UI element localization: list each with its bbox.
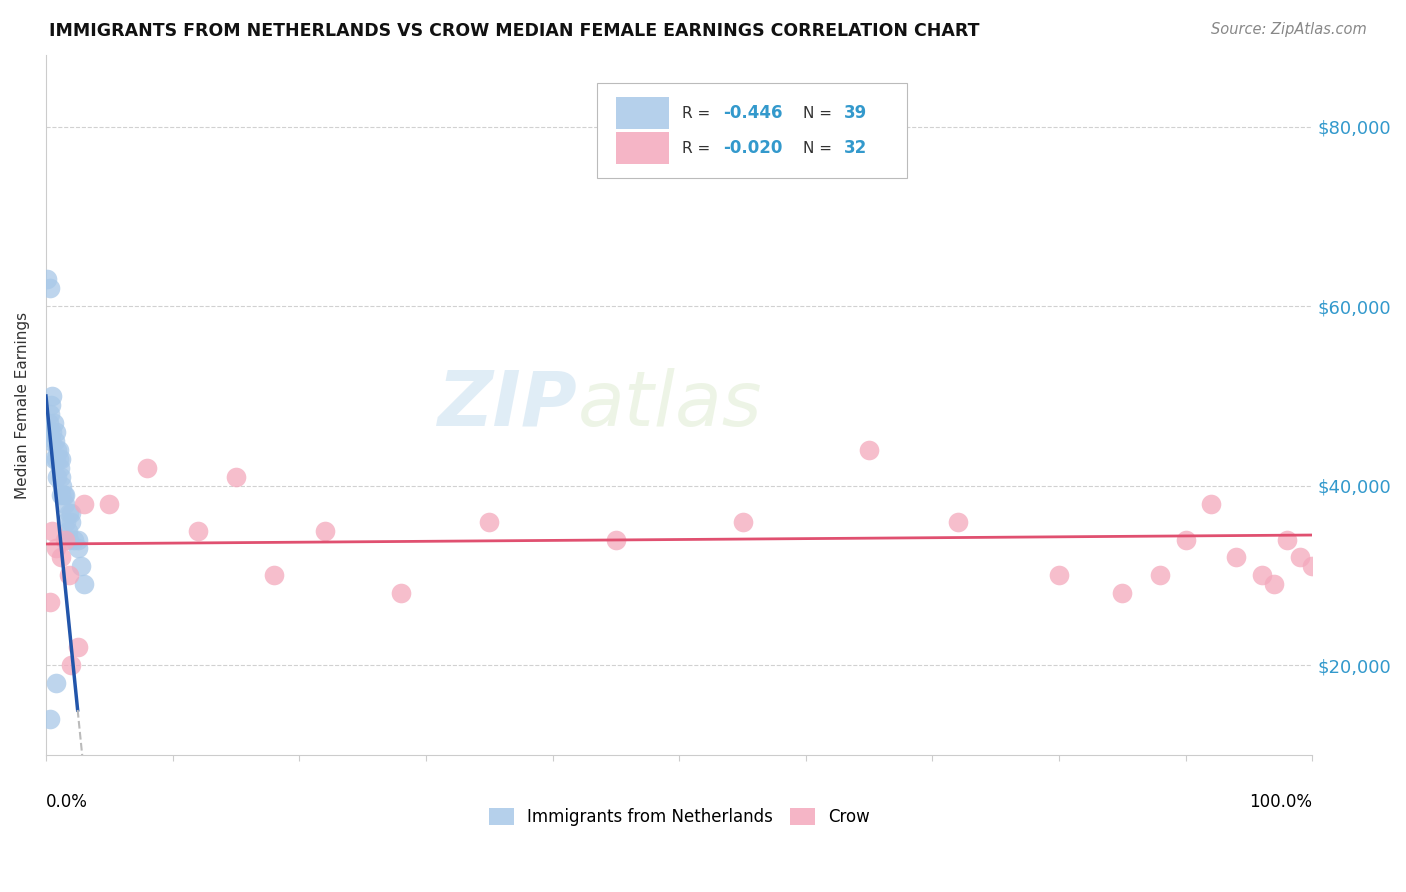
Point [51, 479, 73, 493]
Point [136, 460, 159, 475]
Point [56, 524, 79, 538]
Point [58, 506, 80, 520]
Text: IMMIGRANTS FROM NETHERLANDS VS CROW MEDIAN FEMALE EARNINGS CORRELATION CHART: IMMIGRANTS FROM NETHERLANDS VS CROW MEDI… [49, 22, 980, 40]
Point [58, 533, 80, 547]
Point [52, 488, 75, 502]
Point [55, 515, 77, 529]
Point [946, 515, 969, 529]
Point [45, 425, 67, 439]
Text: -0.446: -0.446 [724, 104, 783, 122]
Point [42, 451, 65, 466]
Point [1263, 577, 1285, 591]
Text: 100.0%: 100.0% [1250, 793, 1312, 811]
Point [48, 442, 70, 457]
FancyBboxPatch shape [616, 132, 669, 164]
Point [60, 515, 83, 529]
Legend: Immigrants from Netherlands, Crow: Immigrants from Netherlands, Crow [482, 802, 876, 833]
Point [41, 425, 63, 439]
Point [1047, 568, 1070, 582]
Point [225, 469, 247, 483]
Point [858, 442, 880, 457]
Point [42, 416, 65, 430]
Point [39, 398, 62, 412]
Point [51, 451, 73, 466]
FancyBboxPatch shape [598, 83, 907, 178]
Point [51, 550, 73, 565]
Text: R =: R = [682, 106, 714, 120]
Text: 32: 32 [844, 139, 868, 157]
Point [98, 497, 121, 511]
Point [73, 577, 96, 591]
Point [66, 541, 89, 556]
Point [46, 469, 69, 483]
Text: R =: R = [682, 141, 714, 156]
Point [1225, 550, 1247, 565]
Point [60, 506, 83, 520]
Point [389, 586, 412, 600]
Point [41, 389, 63, 403]
Point [38, 407, 60, 421]
Point [48, 451, 70, 466]
Point [39, 434, 62, 448]
Point [58, 568, 80, 582]
Point [45, 676, 67, 690]
Point [51, 469, 73, 483]
Point [53, 488, 76, 502]
Text: -0.020: -0.020 [724, 139, 783, 157]
Point [49, 460, 72, 475]
Point [1149, 568, 1171, 582]
Point [41, 524, 63, 538]
Point [46, 442, 69, 457]
Point [731, 515, 754, 529]
Text: N =: N = [803, 106, 837, 120]
Y-axis label: Median Female Earnings: Median Female Earnings [15, 311, 30, 499]
FancyBboxPatch shape [616, 97, 669, 129]
Text: Source: ZipAtlas.com: Source: ZipAtlas.com [1211, 22, 1367, 37]
Text: atlas: atlas [578, 368, 762, 442]
Point [45, 451, 67, 466]
Point [53, 497, 76, 511]
Point [38, 281, 60, 295]
Point [1250, 568, 1272, 582]
Point [53, 533, 76, 547]
Point [45, 541, 67, 556]
Text: N =: N = [803, 141, 837, 156]
Point [1111, 586, 1133, 600]
Point [314, 524, 336, 538]
Point [1301, 559, 1323, 574]
Point [187, 524, 209, 538]
Point [44, 434, 66, 448]
Point [38, 595, 60, 609]
Point [70, 559, 93, 574]
Point [66, 533, 89, 547]
Text: 39: 39 [844, 104, 868, 122]
Point [60, 658, 83, 673]
Point [37, 425, 59, 439]
Point [66, 640, 89, 655]
Point [1174, 533, 1197, 547]
Point [263, 568, 285, 582]
Point [1199, 497, 1222, 511]
Point [1275, 533, 1298, 547]
Text: ZIP: ZIP [439, 368, 578, 442]
Point [478, 515, 501, 529]
Point [51, 488, 73, 502]
Point [37, 416, 59, 430]
Point [73, 497, 96, 511]
Point [1288, 550, 1310, 565]
Point [37, 272, 59, 286]
Point [63, 533, 86, 547]
Point [605, 533, 627, 547]
Point [38, 712, 60, 726]
Text: 0.0%: 0.0% [46, 793, 87, 811]
